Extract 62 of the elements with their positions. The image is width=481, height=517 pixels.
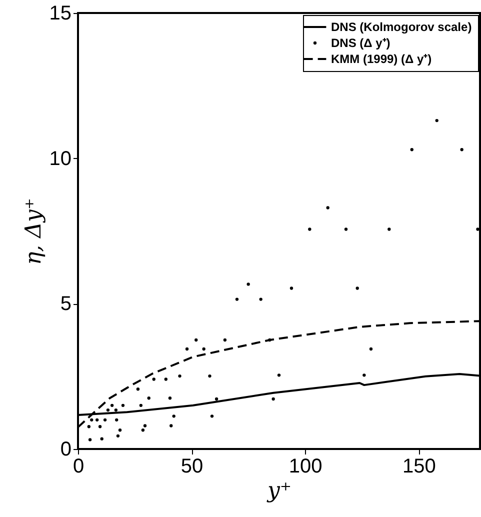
point bbox=[277, 374, 281, 377]
point bbox=[147, 396, 150, 400]
point bbox=[235, 298, 239, 301]
point bbox=[116, 434, 120, 438]
point bbox=[369, 347, 373, 351]
point bbox=[460, 148, 464, 152]
point bbox=[114, 408, 118, 412]
point bbox=[172, 414, 176, 418]
x-tick-label: 50 bbox=[180, 456, 204, 478]
point bbox=[121, 404, 125, 407]
legend-label: KMM (1999) (Δ y⁺) bbox=[331, 52, 432, 66]
legend-label: DNS (Kolmogorov scale) bbox=[331, 20, 472, 34]
point bbox=[100, 437, 104, 440]
point bbox=[136, 388, 140, 391]
point bbox=[208, 374, 212, 378]
point bbox=[356, 286, 359, 290]
point bbox=[272, 397, 275, 401]
point bbox=[103, 418, 107, 422]
point bbox=[152, 378, 156, 381]
point bbox=[259, 298, 262, 301]
point bbox=[246, 282, 250, 286]
point bbox=[210, 414, 214, 418]
y-tick-label: 10 bbox=[49, 148, 72, 170]
point bbox=[435, 118, 438, 122]
point bbox=[139, 404, 142, 407]
point bbox=[202, 347, 206, 351]
point bbox=[476, 228, 480, 231]
y-axis-title: η, Δy⁺ bbox=[21, 198, 46, 266]
y-tick-label: 5 bbox=[60, 293, 72, 316]
point bbox=[95, 418, 99, 422]
point bbox=[143, 424, 147, 428]
point bbox=[170, 424, 173, 428]
point bbox=[308, 228, 312, 231]
point bbox=[87, 425, 90, 428]
point bbox=[118, 428, 122, 432]
point bbox=[168, 396, 172, 400]
point bbox=[410, 148, 414, 152]
x-axis-title: y⁺ bbox=[266, 478, 292, 504]
point bbox=[214, 397, 218, 401]
point bbox=[106, 408, 110, 412]
point bbox=[362, 374, 366, 377]
y-tick-label: 15 bbox=[49, 2, 72, 24]
x-tick-label: 150 bbox=[402, 456, 436, 478]
point bbox=[98, 425, 102, 428]
point bbox=[164, 378, 168, 381]
point bbox=[388, 228, 391, 231]
point bbox=[326, 206, 330, 210]
point bbox=[178, 374, 182, 378]
point bbox=[185, 347, 189, 351]
point bbox=[290, 286, 294, 290]
x-tick-label: 100 bbox=[288, 456, 322, 478]
point bbox=[115, 418, 118, 422]
point bbox=[88, 438, 92, 442]
point bbox=[223, 338, 227, 342]
point bbox=[110, 404, 114, 407]
point bbox=[194, 338, 198, 342]
legend-label: DNS (Δ y⁺) bbox=[331, 36, 390, 50]
point bbox=[268, 338, 272, 342]
point bbox=[141, 428, 145, 432]
y-tick-label: 0 bbox=[60, 438, 72, 460]
point bbox=[90, 418, 94, 422]
point bbox=[344, 228, 348, 231]
